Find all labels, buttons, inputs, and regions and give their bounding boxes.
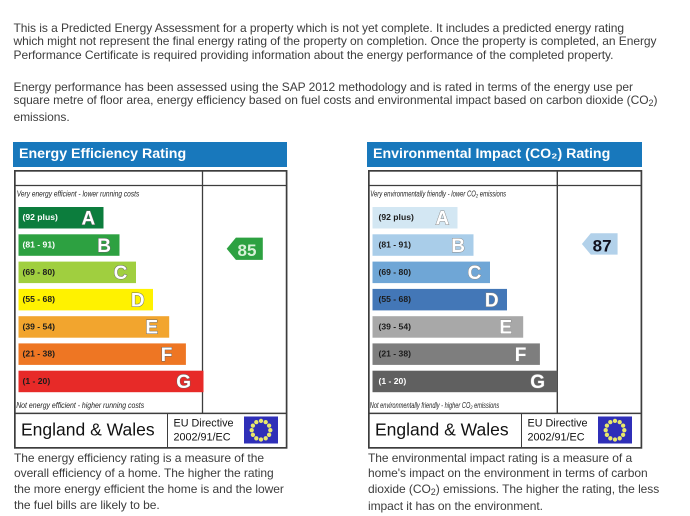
svg-text:Environmental Impact (CO₂) Rat: Environmental Impact (CO₂) Rating — [373, 146, 610, 162]
svg-text:85: 85 — [238, 241, 257, 260]
svg-text:2002/91/EC: 2002/91/EC — [174, 432, 231, 444]
svg-text:Energy Efficiency Rating: Energy Efficiency Rating — [19, 146, 186, 162]
svg-text:D: D — [131, 290, 145, 311]
svg-text:(69 - 80): (69 - 80) — [379, 267, 412, 277]
svg-text:2002/91/EC: 2002/91/EC — [528, 432, 585, 444]
svg-text:(21 - 38): (21 - 38) — [23, 349, 56, 359]
svg-text:(1 - 20): (1 - 20) — [379, 376, 407, 386]
svg-text:(81 - 91): (81 - 91) — [23, 240, 56, 250]
svg-text:(21 - 38): (21 - 38) — [379, 349, 412, 359]
svg-text:(92 plus): (92 plus) — [379, 212, 414, 222]
svg-text:B: B — [97, 236, 111, 257]
svg-text:E: E — [499, 318, 512, 339]
svg-text:(39 - 54): (39 - 54) — [379, 321, 412, 331]
svg-text:(55 - 68): (55 - 68) — [379, 294, 412, 304]
svg-text:G: G — [530, 372, 545, 393]
svg-text:E: E — [145, 318, 158, 339]
svg-text:Very energy efficient - lower: Very energy efficient - lower running co… — [17, 189, 140, 199]
svg-text:(39 - 54): (39 - 54) — [23, 321, 56, 331]
svg-text:Not environmentally friendly -: Not environmentally friendly - higher CO… — [370, 400, 499, 410]
svg-text:Very environmentally friendly: Very environmentally friendly - lower CO… — [370, 189, 506, 199]
svg-text:(1 - 20): (1 - 20) — [23, 376, 51, 386]
svg-text:(92 plus): (92 plus) — [23, 212, 58, 222]
svg-text:EU Directive: EU Directive — [174, 418, 234, 430]
svg-text:F: F — [161, 345, 173, 366]
svg-text:C: C — [114, 263, 128, 284]
svg-text:(69 - 80): (69 - 80) — [23, 267, 56, 277]
svg-text:B: B — [451, 236, 465, 257]
svg-text:(81 - 91): (81 - 91) — [379, 240, 412, 250]
svg-text:A: A — [82, 209, 96, 230]
svg-text:G: G — [176, 372, 191, 393]
svg-text:A: A — [436, 209, 450, 230]
svg-text:87: 87 — [593, 236, 612, 255]
svg-text:F: F — [515, 345, 527, 366]
svg-text:England & Wales: England & Wales — [375, 419, 509, 439]
svg-text:England & Wales: England & Wales — [21, 419, 155, 439]
svg-text:Not energy efficient - higher: Not energy efficient - higher running co… — [16, 400, 144, 410]
svg-text:C: C — [468, 263, 482, 284]
svg-text:D: D — [485, 290, 499, 311]
svg-text:(55 - 68): (55 - 68) — [23, 294, 56, 304]
svg-text:EU Directive: EU Directive — [528, 418, 588, 430]
